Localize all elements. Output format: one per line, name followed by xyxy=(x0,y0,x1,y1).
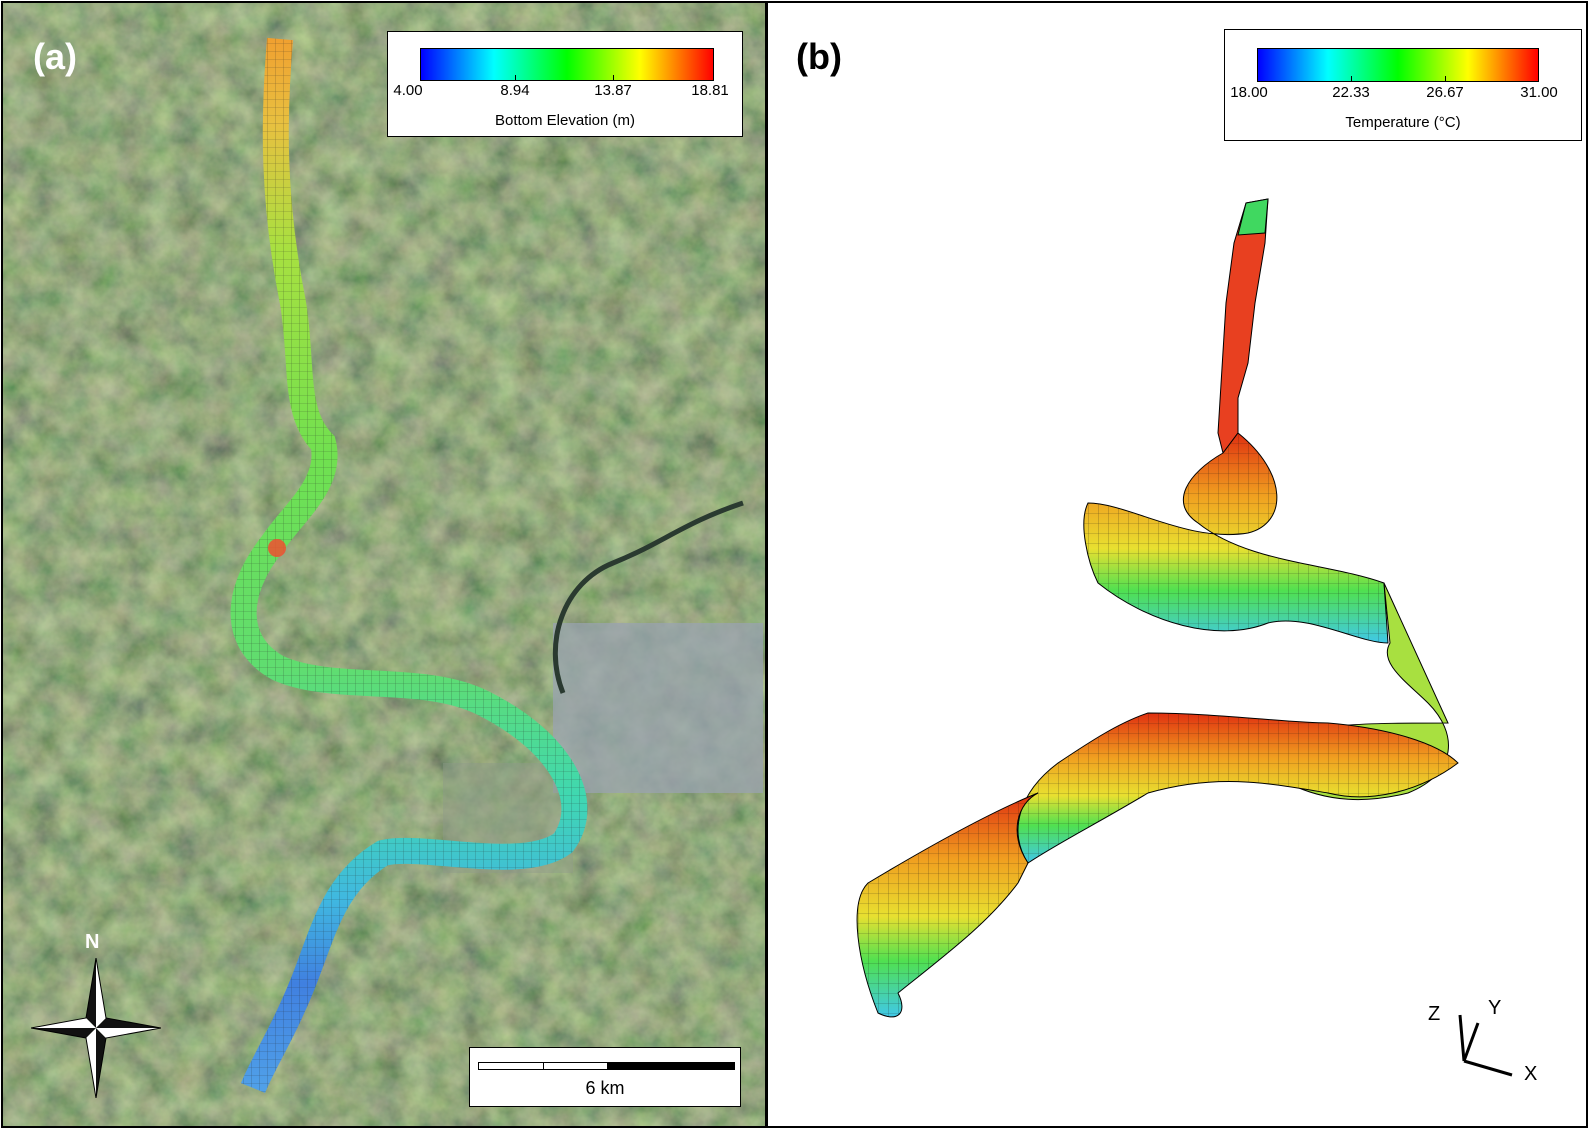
colorbar-tick xyxy=(515,75,516,81)
scale-bar-label: 6 km xyxy=(585,1078,625,1098)
elevation-colorbar xyxy=(420,48,714,81)
tick-label: 26.67 xyxy=(1426,84,1464,101)
panel-b-label: (b) xyxy=(796,36,842,77)
tick-label-max: 31.00 xyxy=(1520,84,1558,101)
tick-label: 22.33 xyxy=(1332,84,1370,101)
colorbar-tick xyxy=(613,75,614,81)
colorbar-tick xyxy=(1351,76,1352,82)
satellite-map xyxy=(3,3,765,1126)
tick-label: 8.94 xyxy=(500,82,530,99)
scale-segment xyxy=(607,1062,735,1070)
scale-segment xyxy=(543,1062,608,1070)
tick-label-max: 18.81 xyxy=(691,82,729,99)
panel-a-label: (a) xyxy=(33,36,77,77)
north-label: N xyxy=(85,931,100,953)
temperature-colorbar xyxy=(1257,48,1539,82)
tick-label-min: 4.00 xyxy=(393,82,423,99)
scale-bar: 6 km xyxy=(469,1047,741,1107)
tick-label-min: 18.00 xyxy=(1230,84,1268,101)
axis-triad-icon xyxy=(1458,1014,1513,1077)
axis-label-x: X xyxy=(1524,1063,1538,1085)
elevation-legend: 4.00 8.94 13.87 18.81 Bottom Elevation (… xyxy=(387,31,743,137)
legend-title: Temperature (°C) xyxy=(1345,114,1461,131)
axis-label-z: Z xyxy=(1428,1003,1441,1025)
scale-segment xyxy=(478,1062,544,1070)
colorbar-tick xyxy=(1445,76,1446,82)
temperature-legend: 18.00 22.33 26.67 31.00 Temperature (°C) xyxy=(1224,29,1582,141)
temperature-3d-view xyxy=(856,198,1513,1077)
compass-rose-icon xyxy=(31,958,161,1098)
panel-b-3d-model: (b) 18.00 22.33 26.67 31.00 Temperature … xyxy=(766,1,1588,1128)
legend-title: Bottom Elevation (m) xyxy=(494,112,636,129)
axis-label-y: Y xyxy=(1488,997,1502,1019)
tick-label: 13.87 xyxy=(594,82,632,99)
panel-a-map: (a) 4.00 8.94 13.87 18.81 Bottom Elevati… xyxy=(1,1,767,1128)
